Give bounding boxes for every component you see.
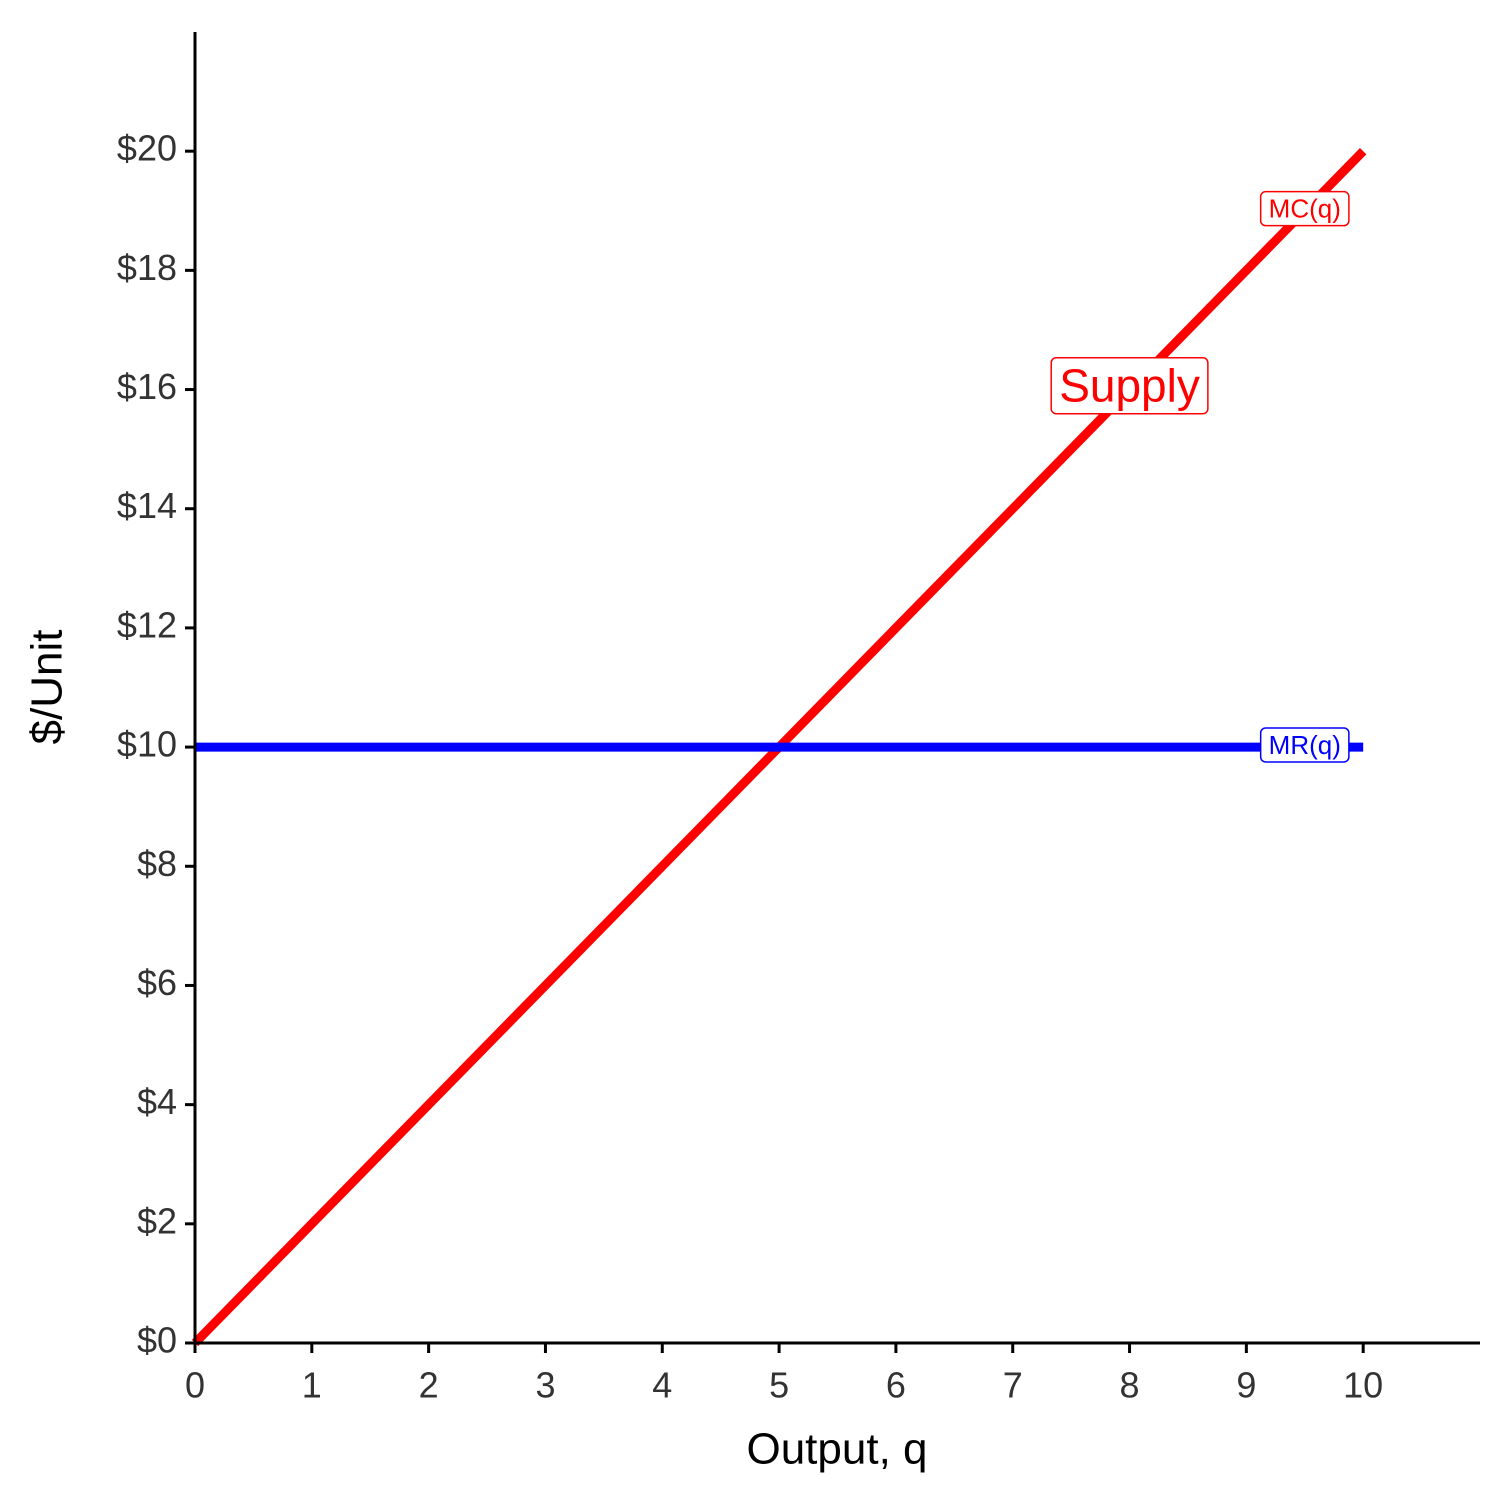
x-tick-label: 0	[185, 1365, 205, 1406]
y-tick-label: $20	[117, 128, 177, 169]
y-tick-label: $12	[117, 604, 177, 645]
x-tick-label: 2	[419, 1365, 439, 1406]
y-axis-title: $/Unit	[23, 630, 72, 745]
annotation-text: Supply	[1059, 360, 1200, 412]
x-tick-label: 10	[1343, 1365, 1383, 1406]
x-tick-label: 4	[652, 1365, 672, 1406]
x-tick-label: 1	[302, 1365, 322, 1406]
series-label-text: MC(q)	[1269, 194, 1341, 224]
y-tick-label: $16	[117, 366, 177, 407]
x-tick-label: 5	[769, 1365, 789, 1406]
x-tick-label: 9	[1236, 1365, 1256, 1406]
series-label-box	[1259, 190, 1350, 227]
x-tick-label: 3	[535, 1365, 555, 1406]
annotation: Supply	[1050, 356, 1209, 415]
y-tick-label: $6	[137, 962, 177, 1003]
x-axis-title: Output, q	[746, 1425, 927, 1474]
y-tick-label: $10	[117, 724, 177, 765]
y-tick-label: $2	[137, 1200, 177, 1241]
series-label-box	[1259, 727, 1350, 763]
series-label: MR(q)	[1259, 727, 1350, 763]
y-tick-label: $14	[117, 485, 177, 526]
x-tick-label: 8	[1120, 1365, 1140, 1406]
series-label: MC(q)	[1259, 190, 1350, 227]
x-tick-label: 7	[1003, 1365, 1023, 1406]
x-tick-label: 6	[886, 1365, 906, 1406]
y-tick-label: $0	[137, 1320, 177, 1361]
y-tick-label: $18	[117, 247, 177, 288]
y-tick-label: $8	[137, 843, 177, 884]
series-label-text: MR(q)	[1269, 730, 1341, 760]
annotation-box	[1050, 356, 1209, 415]
y-tick-label: $4	[137, 1081, 177, 1122]
